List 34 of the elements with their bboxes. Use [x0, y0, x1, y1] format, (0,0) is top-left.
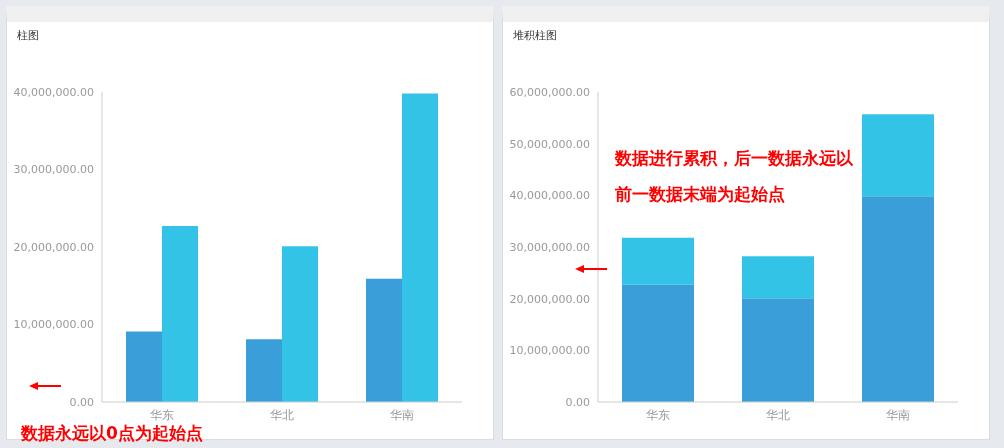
bar — [246, 339, 282, 402]
chart-title: 柱图 — [17, 28, 39, 43]
bar — [742, 298, 814, 402]
y-tick-label: 10,000,000.00 — [13, 318, 94, 332]
y-tick-label: 30,000,000.00 — [13, 163, 94, 177]
bar — [162, 226, 198, 402]
y-tick-label: 60,000,000.00 — [509, 85, 590, 99]
bar — [862, 114, 934, 197]
bar — [742, 256, 814, 299]
bar — [126, 331, 162, 402]
y-tick-label: 0.00 — [565, 395, 590, 409]
x-tick-label: 华东 — [646, 407, 670, 422]
y-tick-label: 20,000,000.00 — [13, 240, 94, 254]
chart-title: 堆积柱图 — [513, 28, 557, 43]
y-tick-label: 50,000,000.00 — [509, 137, 590, 151]
annotation: 数据进行累积，后一数据永远以前一数据末端为起始点 — [615, 147, 854, 206]
x-tick-label: 华北 — [270, 407, 294, 422]
y-tick-label: 10,000,000.00 — [509, 344, 590, 358]
x-tick-label: 华南 — [886, 407, 910, 422]
y-tick-label: 40,000,000.00 — [509, 189, 590, 203]
bar — [622, 284, 694, 402]
x-tick-label: 华北 — [766, 407, 790, 422]
bar — [402, 93, 438, 402]
bar — [862, 196, 934, 402]
bar — [366, 278, 402, 402]
x-tick-label: 华东 — [150, 407, 174, 422]
bar — [282, 246, 318, 402]
y-tick-label: 30,000,000.00 — [509, 240, 590, 254]
text: 数据永远以0点为起始点 — [21, 422, 203, 445]
y-tick-label: 0.00 — [69, 395, 94, 409]
x-tick-label: 华南 — [390, 407, 414, 422]
y-tick-label: 20,000,000.00 — [509, 292, 590, 306]
bar — [622, 237, 694, 285]
y-tick-label: 40,000,000.00 — [13, 85, 94, 99]
